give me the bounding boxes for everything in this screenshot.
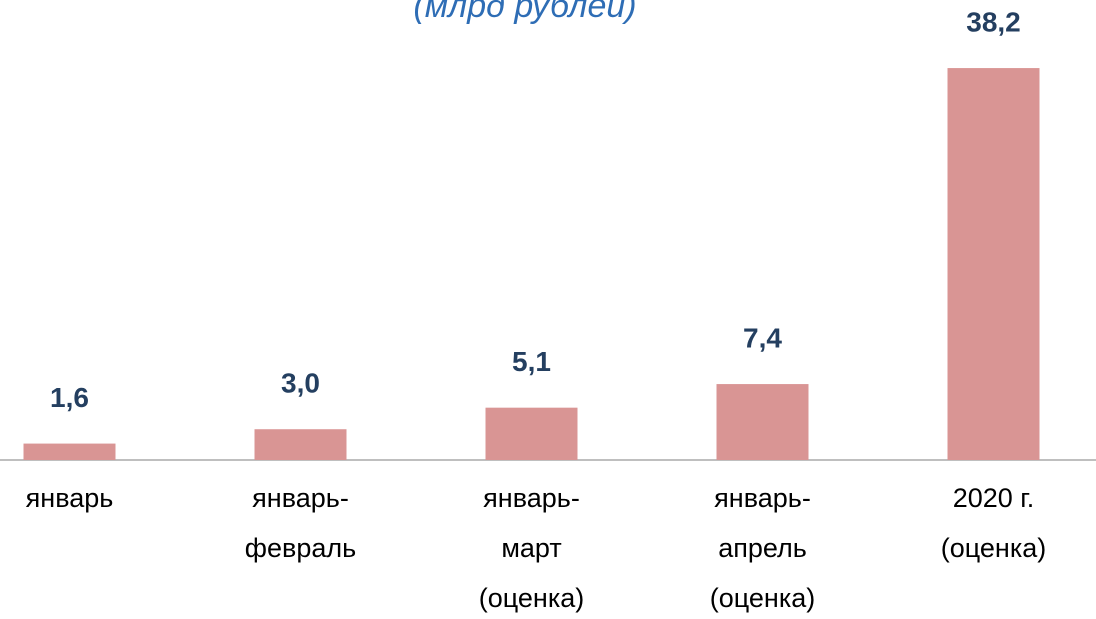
x-tick-label: январь-апрель (оценка) bbox=[710, 483, 816, 613]
x-tick-label: январь-февраль bbox=[245, 483, 356, 563]
bar bbox=[254, 429, 347, 460]
x-tick-line: (оценка) bbox=[479, 583, 585, 613]
chart-subtitle: (млрд рублей) bbox=[413, 0, 636, 25]
x-tick-label: январь-март (оценка) bbox=[479, 483, 585, 613]
x-tick-line: январь- bbox=[483, 483, 580, 513]
bar bbox=[23, 443, 116, 460]
bar bbox=[947, 68, 1040, 461]
data-label: 5,1 bbox=[512, 346, 551, 377]
x-tick-label: январь bbox=[26, 483, 114, 513]
x-tick-line: март bbox=[501, 533, 561, 563]
data-label: 1,6 bbox=[50, 382, 89, 413]
bar bbox=[485, 407, 578, 460]
x-tick-line: январь- bbox=[714, 483, 811, 513]
x-tick-line: 2020 г. bbox=[953, 483, 1035, 513]
x-tick-line: апрель bbox=[718, 533, 807, 563]
data-label: 38,2 bbox=[966, 6, 1021, 37]
x-tick-line: январь- bbox=[252, 483, 349, 513]
x-tick-line: (оценка) bbox=[710, 583, 816, 613]
x-tick-line: январь bbox=[26, 483, 114, 513]
data-label: 7,4 bbox=[743, 322, 782, 353]
data-label: 3,0 bbox=[281, 368, 320, 399]
bar bbox=[716, 384, 809, 460]
x-tick-line: февраль bbox=[245, 533, 356, 563]
x-tick-line: (оценка) bbox=[941, 533, 1047, 563]
x-tick-label: 2020 г. (оценка) bbox=[941, 483, 1047, 563]
